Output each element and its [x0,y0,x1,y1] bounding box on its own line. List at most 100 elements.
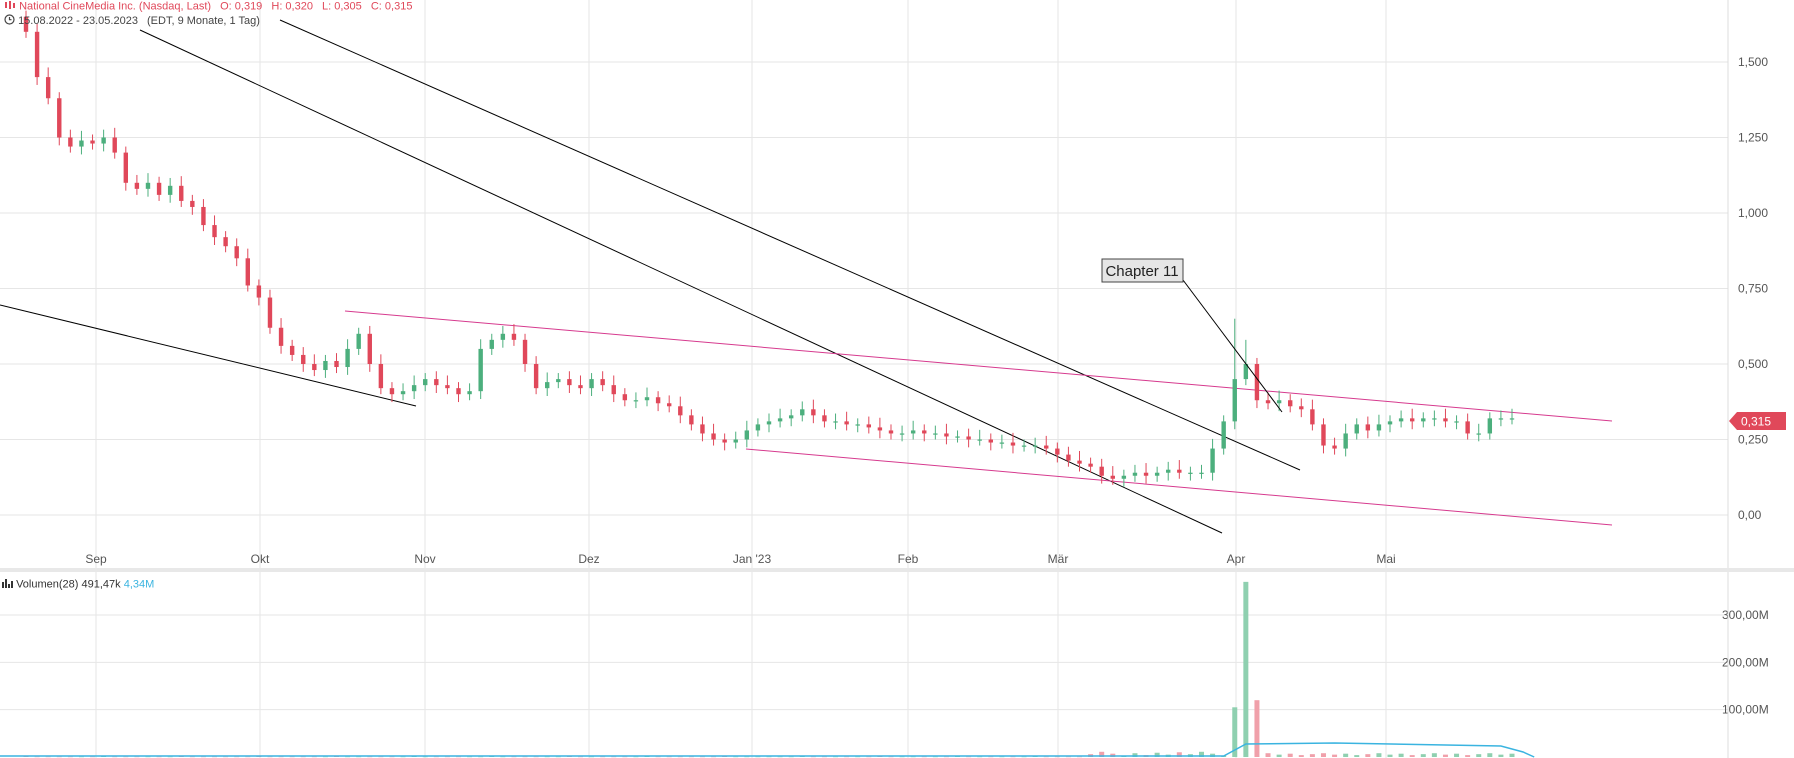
volume-bar [1287,753,1293,757]
candle-body [1454,421,1459,423]
volume-bar [888,756,894,758]
volume-bar [212,756,218,758]
candle-body [522,339,528,364]
pane-divider[interactable] [0,568,1794,572]
volume-bar [533,756,539,758]
date-range[interactable]: 15.08.2022 - 23.05.2023 [18,14,138,27]
volume-bar [389,756,395,758]
candle-body [1210,448,1215,473]
x-tick-label: Mär [1048,552,1069,566]
volume-tick-label: 300,00M [1722,608,1769,622]
candle-body [1409,418,1415,422]
volume-bar [866,756,872,758]
candle-body [788,415,794,419]
candle-body [1188,472,1193,474]
candle-body [1498,418,1504,420]
y-tick-label: 1,000 [1738,206,1768,220]
candle-body [1088,463,1093,467]
candle-body [112,137,117,153]
volume-bar [378,756,384,758]
candle-body [944,433,949,437]
volume-bar [1043,756,1049,758]
candle-body [922,430,927,434]
volume-bar [611,756,617,758]
volume-bar [688,756,694,758]
volume-bar [444,756,450,758]
volume-bar [345,756,351,758]
candle-body [1166,469,1171,473]
candle-body [1099,466,1104,476]
candle-body [356,333,361,349]
volume-bar [223,756,229,758]
volume-bar [711,756,717,758]
volume-bar [1465,755,1471,757]
candle-body [234,246,239,259]
candle-body [34,31,40,78]
volume-bar [655,756,661,758]
volume-bar [1309,754,1315,757]
candle-body [223,237,228,247]
volume-bar [56,756,62,758]
volume-bar [34,756,40,758]
volume-bar [589,756,595,758]
candle-body [1332,445,1337,449]
candle-body [167,185,173,195]
candle-body [1032,445,1038,447]
candle-body [833,421,838,423]
volume-bar [478,756,484,758]
volume-bar [821,756,827,758]
candle-body [156,182,162,195]
candle-body [312,364,317,371]
annotation-chapter-11[interactable]: Chapter 11 [1101,258,1283,413]
candle-body [1221,421,1226,449]
candle-body [877,427,883,431]
volume-bar [145,756,151,758]
candle-body [79,140,84,147]
volume-bar [999,756,1005,758]
volume-bar [267,756,273,758]
volume-bar [500,756,506,758]
candle-body [1132,472,1138,476]
volume-bar [278,756,284,758]
volume-bar [1431,753,1437,757]
candle-body [655,397,661,404]
candle-body [1509,418,1515,420]
candle-body [1232,379,1237,422]
candle-body [90,140,95,144]
volume-bar [1454,753,1460,757]
candle-body [855,424,860,426]
volume-bar [322,756,328,758]
x-tick-label: Feb [898,552,919,566]
trendline [745,448,1613,526]
volume-bar [90,756,96,758]
volume-bar [833,756,839,758]
candle-body [1243,364,1249,380]
candle-body [212,225,217,238]
volume-bar [1265,753,1271,757]
axes: Sep Okt Nov Dez Jan '23 Feb Mär Apr Mai 1,500 1,25… [85,0,1769,758]
candle-body [179,185,184,201]
candle-body [999,442,1005,444]
volume-bar [311,756,317,758]
y-tick-label: 1,250 [1738,131,1768,145]
candle-body [1421,418,1426,422]
volume-bar [123,756,129,758]
candle-body [1021,445,1027,447]
volume-bar [156,756,162,758]
volume-average: 4,34M [123,578,155,591]
candle-body [1365,424,1371,431]
candle-body [367,333,372,364]
volume-label[interactable]: Volumen(28) [16,578,79,591]
x-tick-label: Jan '23 [733,552,772,566]
candle-body [822,415,827,422]
volume-bar [755,756,761,758]
candle-body [1465,421,1470,434]
candlestick-series [23,10,1515,487]
volume-bar [577,756,583,758]
candle-body [766,421,772,425]
volume-bar [422,756,428,758]
candle-body [68,137,73,147]
volume-bar [1154,752,1160,757]
volume-bar [45,756,51,758]
